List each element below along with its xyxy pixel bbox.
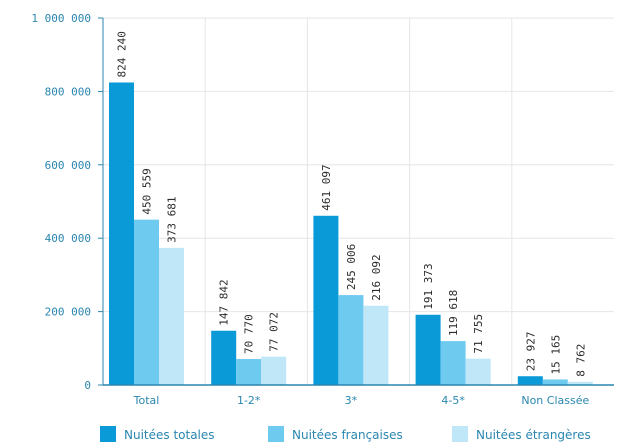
bar [542, 379, 568, 385]
data-label: 245 006 [345, 244, 358, 290]
bar [134, 219, 159, 385]
legend-swatch [100, 426, 116, 442]
data-label: 147 842 [218, 279, 231, 325]
data-label: 70 770 [243, 314, 256, 354]
data-label: 461 097 [320, 164, 333, 210]
y-tick-label: 1 000 000 [31, 12, 91, 25]
legend-swatch [452, 426, 468, 442]
legend-label: Nuitées étrangères [476, 428, 591, 442]
data-label: 71 755 [472, 314, 485, 354]
bar [567, 381, 593, 385]
category-label: 3* [345, 394, 358, 407]
data-label: 450 559 [141, 168, 154, 214]
bar [211, 330, 237, 385]
y-tick-label: 0 [84, 379, 91, 392]
data-label: 8 762 [574, 344, 587, 377]
bar [517, 376, 543, 385]
data-label: 824 240 [116, 31, 129, 77]
bar [109, 82, 134, 386]
bar [338, 295, 364, 385]
y-tick-label: 800 000 [45, 85, 91, 98]
category-label: 4-5* [441, 394, 465, 407]
legend-swatch [268, 426, 284, 442]
legend-label: Nuitées françaises [292, 428, 403, 442]
data-label: 216 092 [370, 254, 383, 300]
bar [363, 305, 389, 385]
data-label: 373 681 [166, 196, 179, 242]
data-label: 191 373 [422, 263, 435, 309]
y-tick-label: 200 000 [45, 306, 91, 319]
y-tick-label: 400 000 [45, 232, 91, 245]
y-tick-label: 600 000 [45, 159, 91, 172]
data-label: 23 927 [524, 331, 537, 371]
category-label: 1-2* [237, 394, 261, 407]
bar [465, 358, 491, 385]
legend-label: Nuitées totales [124, 428, 215, 442]
bar [313, 215, 339, 385]
data-label: 15 165 [549, 335, 562, 375]
bar [415, 314, 441, 385]
bar [236, 359, 262, 385]
category-label: Non Classée [521, 394, 589, 407]
bar [261, 356, 287, 385]
category-label: Total [133, 394, 160, 407]
data-label: 77 072 [268, 312, 281, 352]
data-label: 119 618 [447, 290, 460, 336]
bar [440, 341, 466, 385]
bar [159, 247, 184, 385]
